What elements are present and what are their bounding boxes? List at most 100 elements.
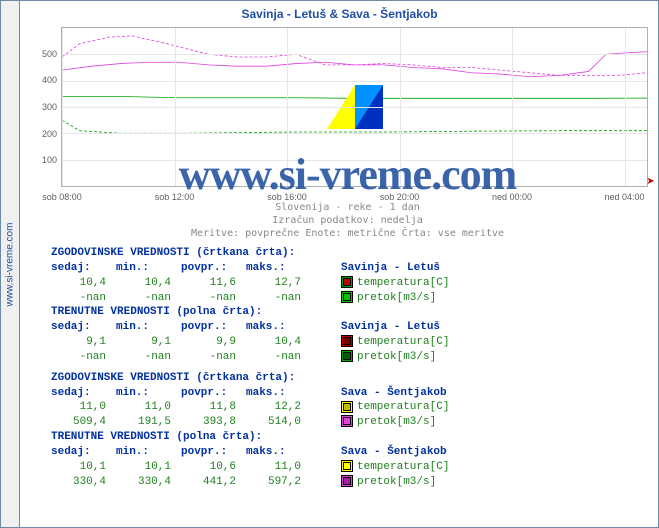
subtitle-line2: Izračun podatkov: nedelja (37, 214, 658, 227)
column-label: sedaj: (51, 386, 116, 401)
column-label: sedaj: (51, 261, 116, 276)
legend-label: pretok[m3/s] (357, 416, 436, 428)
data-value: -nan (181, 291, 246, 306)
grid-line (62, 160, 647, 161)
legend-swatch-icon (341, 335, 353, 347)
section-header: TRENUTNE VREDNOSTI (polna črta): (51, 430, 648, 445)
y-tick-label: 200 (29, 129, 57, 139)
legend-swatch-icon (341, 401, 353, 413)
subtitle-block: Slovenija - reke - 1 dan Izračun podatko… (37, 201, 658, 240)
station-name: Savinja - Letuš (341, 262, 440, 274)
subtitle-line3: Meritve: povprečne Enote: metrične Črta:… (37, 227, 658, 240)
grid-line (625, 28, 626, 186)
grid-line (512, 28, 513, 186)
main-content: Savinja - Letuš & Sava - Šentjakob ➤ sob… (21, 1, 658, 527)
legend-swatch-icon (341, 291, 353, 303)
data-value: 11,0 (116, 400, 181, 415)
station-name: Sava - Šentjakob (341, 446, 447, 458)
data-value: -nan (51, 350, 116, 365)
data-value: 330,4 (116, 475, 181, 490)
column-label: povpr.: (181, 261, 246, 276)
sidebar: www.si-vreme.com (1, 1, 20, 527)
column-label: min.: (116, 320, 181, 335)
y-tick-label: 300 (29, 102, 57, 112)
data-row: 509,4191,5393,8514,0pretok[m3/s] (51, 415, 648, 430)
data-value: -nan (246, 291, 311, 306)
legend-label: temperatura[C] (357, 401, 449, 413)
data-value: 9,9 (181, 335, 246, 350)
column-header-row: sedaj:min.:povpr.:maks.: Savinja - Letuš (51, 261, 648, 276)
data-value: 10,1 (116, 460, 181, 475)
grid-line (62, 81, 647, 82)
legend-label: temperatura[C] (357, 336, 449, 348)
column-header-row: sedaj:min.:povpr.:maks.: Savinja - Letuš (51, 320, 648, 335)
column-label: maks.: (246, 445, 311, 460)
series-sava-flow-hist (62, 36, 647, 76)
data-row: 10,410,411,612,7temperatura[C] (51, 276, 648, 291)
data-value: 11,8 (181, 400, 246, 415)
legend-swatch-icon (341, 415, 353, 427)
data-value: -nan (51, 291, 116, 306)
axis-arrow-icon: ➤ (647, 174, 655, 190)
legend-swatch-icon (341, 350, 353, 362)
column-label: povpr.: (181, 386, 246, 401)
grid-line (62, 28, 63, 186)
column-label: povpr.: (181, 320, 246, 335)
data-value: -nan (116, 291, 181, 306)
data-row: -nan-nan-nan-nanpretok[m3/s] (51, 350, 648, 365)
series-sava-flow-cur (62, 52, 647, 77)
legend-swatch-icon (341, 475, 353, 487)
column-header-row: sedaj:min.:povpr.:maks.:Sava - Šentjakob (51, 386, 648, 401)
data-value: 9,1 (116, 335, 181, 350)
column-label: maks.: (246, 320, 311, 335)
data-value: 10,4 (116, 276, 181, 291)
data-value: 191,5 (116, 415, 181, 430)
legend-label: pretok[m3/s] (357, 351, 436, 363)
grid-line (287, 28, 288, 186)
data-value: 11,0 (51, 400, 116, 415)
legend-swatch-icon (341, 460, 353, 472)
grid-line (175, 28, 176, 186)
data-value: 514,0 (246, 415, 311, 430)
grid-line (400, 28, 401, 186)
data-value: 11,6 (181, 276, 246, 291)
column-label: maks.: (246, 261, 311, 276)
section-header: ZGODOVINSKE VREDNOSTI (črtkana črta): (51, 371, 648, 386)
grid-line (62, 107, 647, 108)
legend-label: pretok[m3/s] (357, 476, 436, 488)
legend-label: pretok[m3/s] (357, 292, 436, 304)
data-value: 9,1 (51, 335, 116, 350)
sidebar-url: www.si-vreme.com (5, 222, 16, 306)
data-value: 10,4 (246, 335, 311, 350)
data-value: 11,0 (246, 460, 311, 475)
legend-label: temperatura[C] (357, 461, 449, 473)
data-value: 597,2 (246, 475, 311, 490)
grid-line (62, 133, 647, 134)
column-label: sedaj: (51, 320, 116, 335)
data-value: 509,4 (51, 415, 116, 430)
section-header: ZGODOVINSKE VREDNOSTI (črtkana črta): (51, 246, 648, 261)
data-value: 10,4 (51, 276, 116, 291)
station-name: Savinja - Letuš (341, 321, 440, 333)
legend-label: temperatura[C] (357, 277, 449, 289)
data-value: 12,2 (246, 400, 311, 415)
column-label: min.: (116, 261, 181, 276)
data-row: 330,4330,4441,2597,2pretok[m3/s] (51, 475, 648, 490)
data-row: -nan-nan-nan-nanpretok[m3/s] (51, 291, 648, 306)
y-tick-label: 400 (29, 75, 57, 85)
data-value: 12,7 (246, 276, 311, 291)
station-name: Sava - Šentjakob (341, 387, 447, 399)
data-value: 10,1 (51, 460, 116, 475)
chart-title: Savinja - Letuš & Sava - Šentjakob (21, 7, 658, 21)
section-header: TRENUTNE VREDNOSTI (polna črta): (51, 305, 648, 320)
grid-line (62, 54, 647, 55)
y-tick-label: 100 (29, 155, 57, 165)
data-row: 9,19,19,910,4temperatura[C] (51, 335, 648, 350)
plot: ➤ sob 08:00sob 12:00sob 16:00sob 20:00ne… (61, 27, 648, 187)
data-value: 330,4 (51, 475, 116, 490)
data-value: 10,6 (181, 460, 246, 475)
column-header-row: sedaj:min.:povpr.:maks.:Sava - Šentjakob (51, 445, 648, 460)
data-row: 10,110,110,611,0temperatura[C] (51, 460, 648, 475)
column-label: min.: (116, 445, 181, 460)
data-value: -nan (116, 350, 181, 365)
